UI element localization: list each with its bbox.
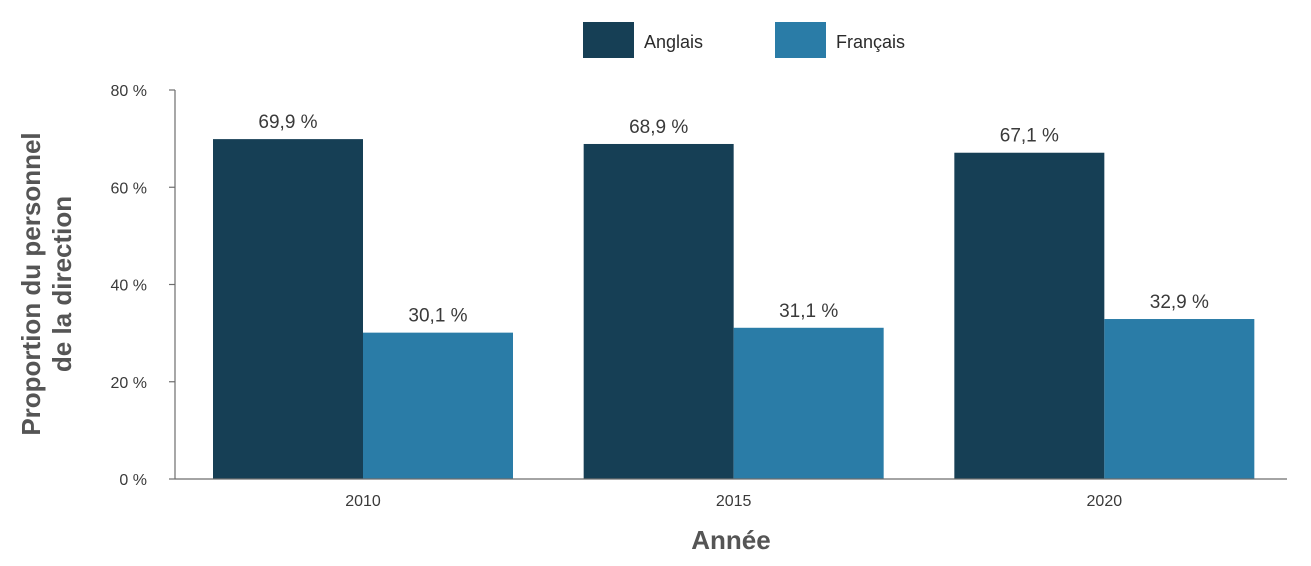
bar-franais-2010 <box>363 332 513 479</box>
data-label: 30,1 % <box>408 306 467 327</box>
legend-label-1: Anglais <box>644 32 703 52</box>
data-label: 69,9 % <box>258 112 317 133</box>
y-axis-title-line-1: Proportion du personnel <box>16 132 46 435</box>
bar-franais-2020 <box>1104 319 1255 479</box>
legend-label-2: Français <box>836 32 905 52</box>
data-label: 31,1 % <box>779 301 838 322</box>
x-tick-label: 2015 <box>716 493 752 510</box>
axes <box>174 90 1287 480</box>
y-axis-title: Proportion du personnel de la direction <box>16 132 77 435</box>
value-labels: 69,9 % 30,1 % 68,9 % 31,1 % 67,1 % 32,9 % <box>258 112 1209 327</box>
y-tick-label: 0 % <box>119 472 147 489</box>
data-label: 67,1 % <box>1000 126 1059 147</box>
y-tick-label: 60 % <box>111 180 147 197</box>
y-tick-label: 20 % <box>111 375 147 392</box>
y-tick-label: 80 % <box>111 83 147 100</box>
y-tick-label: 40 % <box>111 278 147 295</box>
x-tick-label: 2020 <box>1087 493 1123 510</box>
bar-anglais-2015 <box>583 143 734 479</box>
bar-anglais-2020 <box>954 152 1105 479</box>
bar-anglais-2010 <box>213 139 363 479</box>
legend: Anglais Français <box>583 22 905 58</box>
bars <box>213 139 1255 479</box>
bar-franais-2015 <box>733 327 884 479</box>
x-axis-title: Année <box>691 525 770 555</box>
x-tick-label: 2010 <box>345 493 381 510</box>
data-label: 68,9 % <box>629 117 688 138</box>
data-label: 32,9 % <box>1150 292 1209 313</box>
legend-swatch-1 <box>583 22 634 58</box>
y-axis-title-line-2: de la direction <box>47 196 77 372</box>
x-axis-ticks: 2010 2015 2020 <box>345 493 1122 510</box>
legend-swatch-2 <box>775 22 826 58</box>
y-axis-ticks: 0 % 20 % 40 % 60 % 80 % <box>111 83 175 489</box>
